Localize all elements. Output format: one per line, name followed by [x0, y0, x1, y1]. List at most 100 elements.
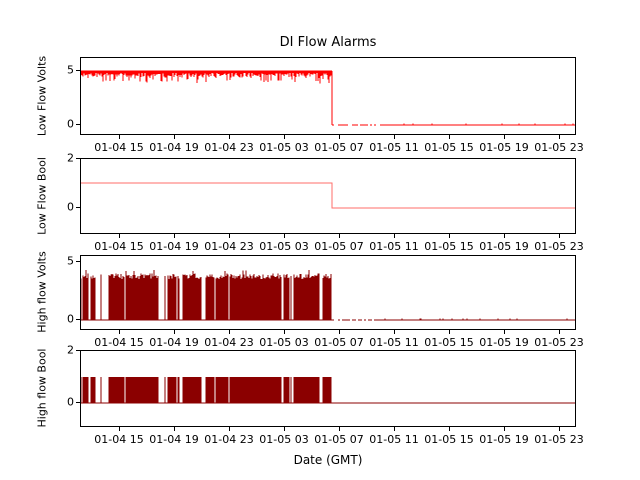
x-tick-mark — [394, 330, 395, 334]
high-flow-bool-series — [81, 377, 575, 404]
y-tick-label: 0 — [67, 312, 74, 326]
x-tick-label: 01-04 19 — [149, 141, 199, 154]
x-tick-label: 01-05 19 — [479, 336, 529, 349]
x-tick-mark — [229, 234, 230, 238]
x-tick-label: 01-04 23 — [204, 433, 254, 446]
x-tick-mark — [229, 330, 230, 334]
high-flow-volts-series — [81, 269, 575, 321]
y-tick-label: 2 — [67, 343, 74, 357]
low-flow-bool-series — [81, 182, 575, 209]
x-tick-label: 01-05 15 — [424, 141, 474, 154]
x-tick-label: 01-05 03 — [259, 240, 309, 253]
y-axis-label-low-flow-bool: Low Flow Bool — [35, 157, 49, 235]
y-tick-label: 0 — [67, 117, 74, 131]
x-tick-label: 01-05 07 — [314, 141, 364, 154]
y-tick-mark — [76, 158, 80, 159]
x-tick-mark — [229, 135, 230, 139]
x-tick-mark — [174, 135, 175, 139]
y-tick-mark — [76, 319, 80, 320]
x-tick-mark — [449, 135, 450, 139]
x-tick-label: 01-05 11 — [369, 336, 419, 349]
x-tick-mark — [559, 234, 560, 238]
x-tick-mark — [174, 427, 175, 431]
y-tick-mark — [76, 124, 80, 125]
x-tick-label: 01-04 15 — [94, 336, 144, 349]
x-tick-label: 01-05 11 — [369, 240, 419, 253]
x-tick-mark — [449, 427, 450, 431]
x-tick-mark — [284, 135, 285, 139]
y-tick-label: 0 — [67, 200, 74, 214]
x-tick-label: 01-05 15 — [424, 240, 474, 253]
x-tick-mark — [394, 135, 395, 139]
subplot-high-flow-bool — [80, 350, 576, 427]
y-axis-label-high-flow-bool: High flow Bool — [35, 348, 49, 428]
x-tick-mark — [449, 330, 450, 334]
x-tick-label: 01-04 15 — [94, 433, 144, 446]
x-tick-mark — [229, 427, 230, 431]
x-axis-title: Date (GMT) — [293, 453, 363, 467]
x-tick-label: 01-04 23 — [204, 336, 254, 349]
y-tick-mark — [76, 207, 80, 208]
subplot-low-flow-bool — [80, 158, 576, 234]
low-flow-volts-series — [81, 70, 575, 126]
x-tick-label: 01-05 07 — [314, 433, 364, 446]
x-tick-label: 01-05 19 — [479, 141, 529, 154]
x-tick-label: 01-05 11 — [369, 141, 419, 154]
y-tick-mark — [76, 261, 80, 262]
x-tick-label: 01-05 03 — [259, 336, 309, 349]
x-tick-mark — [339, 427, 340, 431]
x-tick-mark — [504, 135, 505, 139]
x-tick-label: 01-05 19 — [479, 240, 529, 253]
y-tick-mark — [76, 350, 80, 351]
x-tick-label: 01-04 23 — [204, 141, 254, 154]
y-tick-label: 5 — [67, 63, 74, 77]
x-tick-mark — [174, 330, 175, 334]
y-tick-label: 5 — [67, 254, 74, 268]
subplot-high-flow-volts — [80, 255, 576, 330]
x-tick-mark — [284, 330, 285, 334]
x-tick-mark — [559, 427, 560, 431]
y-tick-mark — [76, 70, 80, 71]
x-tick-label: 01-05 03 — [259, 433, 309, 446]
y-axis-label-high-flow-volts: High flow Volts — [35, 251, 49, 333]
x-tick-mark — [284, 234, 285, 238]
x-tick-label: 01-05 15 — [424, 336, 474, 349]
x-tick-label: 01-05 07 — [314, 336, 364, 349]
x-tick-label: 01-05 11 — [369, 433, 419, 446]
y-tick-label: 2 — [67, 151, 74, 165]
x-tick-label: 01-05 15 — [424, 433, 474, 446]
x-tick-mark — [559, 330, 560, 334]
x-tick-mark — [504, 330, 505, 334]
chart-title: DI Flow Alarms — [279, 35, 377, 50]
x-tick-label: 01-05 23 — [534, 240, 584, 253]
x-tick-mark — [119, 135, 120, 139]
x-tick-label: 01-04 19 — [149, 336, 199, 349]
x-tick-label: 01-04 15 — [94, 141, 144, 154]
x-tick-label: 01-05 23 — [534, 433, 584, 446]
x-tick-mark — [119, 330, 120, 334]
y-tick-mark — [76, 402, 80, 403]
x-tick-label: 01-04 15 — [94, 240, 144, 253]
x-tick-label: 01-04 19 — [149, 433, 199, 446]
x-tick-mark — [504, 234, 505, 238]
x-tick-mark — [339, 234, 340, 238]
x-tick-mark — [559, 135, 560, 139]
y-axis-label-low-flow-volts: Low Flow Volts — [35, 55, 49, 137]
x-tick-mark — [394, 427, 395, 431]
x-tick-label: 01-05 23 — [534, 141, 584, 154]
x-tick-mark — [504, 427, 505, 431]
x-tick-label: 01-05 03 — [259, 141, 309, 154]
x-tick-mark — [174, 234, 175, 238]
x-tick-mark — [339, 330, 340, 334]
x-tick-mark — [449, 234, 450, 238]
subplot-low-flow-volts — [80, 57, 576, 135]
x-tick-label: 01-04 23 — [204, 240, 254, 253]
x-tick-mark — [394, 234, 395, 238]
x-tick-label: 01-05 19 — [479, 433, 529, 446]
x-tick-mark — [284, 427, 285, 431]
y-tick-label: 0 — [67, 395, 74, 409]
x-tick-mark — [339, 135, 340, 139]
x-tick-label: 01-05 07 — [314, 240, 364, 253]
x-tick-label: 01-05 23 — [534, 336, 584, 349]
